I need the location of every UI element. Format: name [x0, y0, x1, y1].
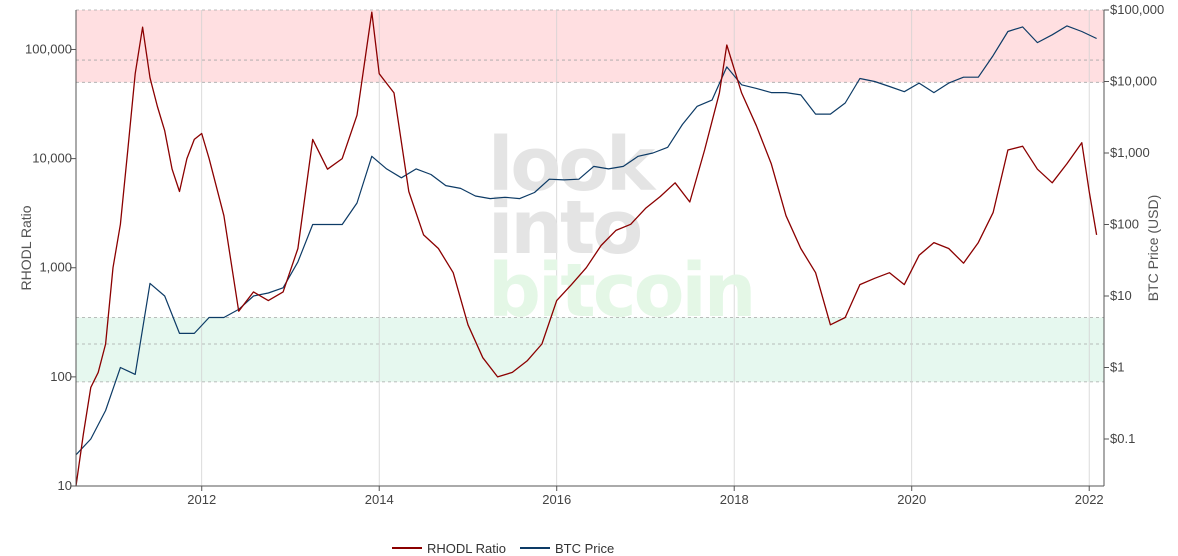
btc-price-line	[75, 25, 1097, 456]
watermark-line-2: into	[488, 185, 640, 271]
x-tick-label-2016: 2016	[542, 492, 571, 507]
legend-label-rhodl: RHODL Ratio	[427, 541, 506, 556]
x-axis-ticks: 2012 2014 2016 2018 2020 2022	[187, 486, 1104, 507]
right-tick-label-1000: $1,000	[1110, 145, 1150, 160]
left-tick-label-100000: 100,000	[25, 41, 72, 56]
legend-item-rhodl[interactable]: RHODL Ratio	[392, 541, 506, 556]
left-tick-label-10000: 10,000	[32, 151, 72, 166]
right-axis-title: BTC Price (USD)	[1145, 195, 1161, 302]
right-axis-ticks: $100,000 $10,000 $1,000 $100 $10 $1 $0.1	[1104, 2, 1164, 446]
green-band	[76, 317, 1104, 382]
x-tick-label-2014: 2014	[365, 492, 394, 507]
legend: RHODL Ratio BTC Price	[392, 541, 614, 556]
right-tick-label-0.1: $0.1	[1110, 431, 1135, 446]
right-tick-label-10: $10	[1110, 288, 1132, 303]
plot-frame	[75, 10, 1105, 487]
x-tick-label-2020: 2020	[897, 492, 926, 507]
rhodl-ratio-line	[75, 11, 1098, 487]
watermark-line-1: look	[488, 122, 657, 208]
legend-label-btc-price: BTC Price	[555, 541, 614, 556]
left-tick-label-1000: 1,000	[39, 260, 72, 275]
left-axis-ticks: 100,000 10,000 1,000 100 10	[25, 41, 76, 493]
watermark-line-3: bitcoin	[488, 248, 753, 334]
right-tick-label-100: $100	[1110, 216, 1139, 231]
left-axis-title: RHODL Ratio	[18, 205, 34, 290]
right-tick-label-10000: $10,000	[1110, 73, 1157, 88]
bands-layer	[76, 9, 1104, 383]
watermark: look into bitcoin	[488, 122, 756, 334]
right-tick-label-100000: $100,000	[1110, 2, 1164, 17]
left-tick-label-10: 10	[58, 478, 72, 493]
x-tick-label-2018: 2018	[720, 492, 749, 507]
x-tick-label-2022: 2022	[1075, 492, 1104, 507]
vertical-gridlines	[201, 10, 1090, 486]
x-tick-label-2012: 2012	[187, 492, 216, 507]
legend-item-btc-price[interactable]: BTC Price	[520, 541, 614, 556]
right-tick-label-1: $1	[1110, 359, 1124, 374]
red-band	[76, 10, 1104, 83]
left-tick-label-100: 100	[50, 369, 72, 384]
